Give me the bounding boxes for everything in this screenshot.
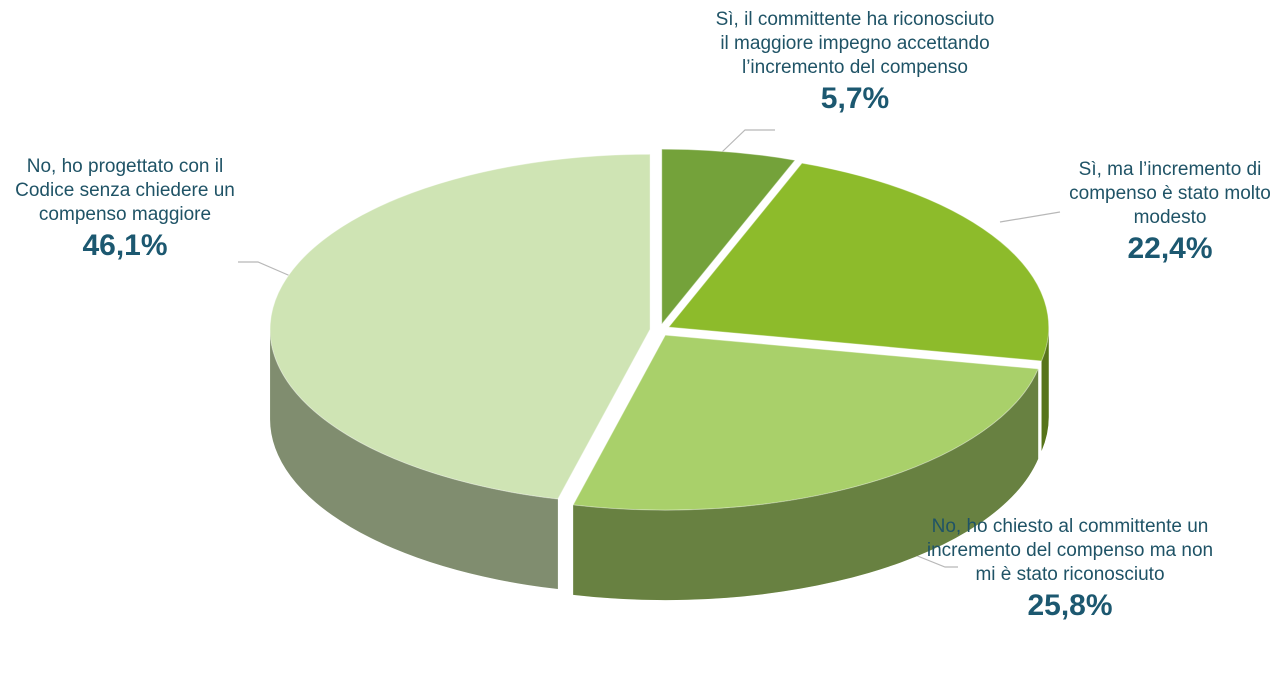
leader-line — [721, 129, 775, 153]
category-label: Sì, ma l’incremento di compenso è stato … — [1069, 159, 1271, 228]
slice-side-shade — [573, 368, 1039, 601]
value-label: 22,4% — [1127, 232, 1213, 265]
slice-label: No, ho progettato con il Codice senza ch… — [5, 155, 245, 265]
slice-side-shade — [1041, 327, 1049, 451]
leader-lines — [238, 129, 1061, 568]
value-label: 5,7% — [820, 82, 890, 115]
slice-side — [573, 368, 1039, 601]
value-label: 25,8% — [1027, 589, 1113, 622]
category-label: No, ho chiesto al committente un increme… — [926, 516, 1214, 585]
slice — [269, 153, 651, 500]
slice-side-shade — [270, 329, 558, 590]
slice-label: Sì, ma l’incremento di compenso è stato … — [1050, 158, 1287, 268]
walls — [270, 327, 1049, 601]
slice-label: No, ho chiesto al committente un increme… — [925, 515, 1215, 625]
value-label: 46,1% — [82, 229, 168, 262]
slice — [661, 148, 796, 326]
slice-label: Sì, il committente ha riconosciuto il ma… — [715, 8, 995, 118]
slice-side — [1041, 327, 1049, 451]
slice — [572, 334, 1039, 511]
slice — [667, 162, 1050, 362]
slice-side — [270, 329, 558, 590]
leader-line — [999, 211, 1061, 223]
category-label: Sì, il committente ha riconosciuto il ma… — [715, 9, 995, 78]
leader-line — [914, 554, 958, 568]
tops — [269, 148, 1050, 511]
leader-line — [238, 261, 296, 279]
category-label: No, ho progettato con il Codice senza ch… — [15, 156, 235, 225]
